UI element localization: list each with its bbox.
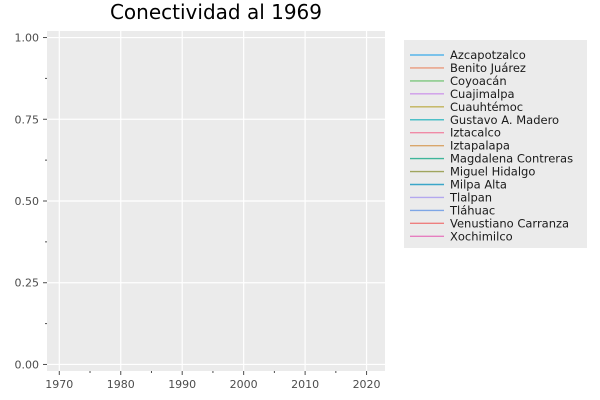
legend-label: Coyoacán [450,74,507,88]
legend-label: Tláhuac [449,203,495,217]
y-tick-label: 0.75 [15,113,40,126]
legend-label: Miguel Hidalgo [450,165,535,179]
legend-label: Gustavo A. Madero [450,113,559,127]
x-tick-label: 1970 [45,378,73,391]
legend [404,40,587,248]
x-axis: 1970 1980 1990 2000 2010 2020 [45,371,381,391]
legend-label: Tlalpan [449,190,492,204]
legend-label: Magdalena Contreras [450,152,573,166]
y-axis: 0.00 0.25 0.50 0.75 1.00 [15,32,47,371]
grid-major [47,31,385,371]
x-tick-label: 2010 [291,378,319,391]
y-tick-label: 0.25 [15,277,40,290]
x-tick-label: 2020 [353,378,381,391]
y-tick-label: 1.00 [15,32,40,45]
legend-label: Venustiano Carranza [450,216,569,230]
chart-title: Conectividad al 1969 [110,0,322,24]
legend-label: Milpa Alta [450,178,507,192]
x-tick-label: 1990 [168,378,196,391]
legend-label: Iztacalco [450,126,501,140]
legend-label: Iztapalapa [450,139,510,153]
legend-label: Xochimilco [450,229,513,243]
x-tick-label: 2000 [230,378,258,391]
y-tick-label: 0.50 [15,195,40,208]
legend-label: Azcapotzalco [450,48,526,62]
x-tick-label: 1980 [107,378,135,391]
y-tick-label: 0.00 [15,358,40,371]
legend-label: Cuajimalpa [450,87,515,101]
legend-label: Benito Juárez [450,61,526,75]
legend-label: Cuauhtémoc [450,100,523,114]
